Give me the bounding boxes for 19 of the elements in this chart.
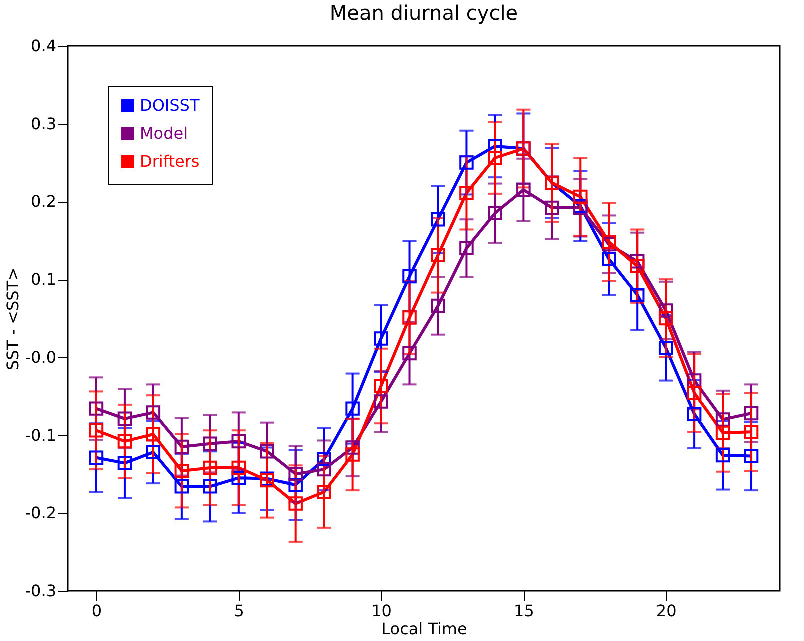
y-tick-label: -0.3 — [25, 582, 56, 600]
x-tick-label: 5 — [234, 602, 244, 620]
y-tick-label: 0.1 — [31, 270, 56, 290]
x-axis-title: Local Time — [382, 620, 468, 638]
y-axis-title: SST - <SST> — [3, 268, 22, 370]
legend-label: Drifters — [140, 152, 200, 171]
y-tick-label: 0.4 — [31, 36, 56, 56]
x-tick-label: 10 — [372, 602, 392, 620]
legend-label: Model — [140, 124, 188, 143]
y-tick-label: -0.2 — [25, 504, 56, 523]
y-tick-label: 0.3 — [31, 114, 56, 134]
legend-label: DOISST — [140, 96, 200, 115]
x-tick-label: 15 — [514, 602, 534, 620]
y-tick-label: -0.1 — [25, 426, 56, 445]
x-tick-label: 20 — [656, 602, 677, 620]
x-tick-label: 0 — [92, 602, 102, 620]
y-tick-label: 0.2 — [31, 192, 56, 212]
y-tick-label: -0.0 — [25, 348, 56, 367]
chart-title: Mean diurnal cycle — [330, 1, 518, 25]
